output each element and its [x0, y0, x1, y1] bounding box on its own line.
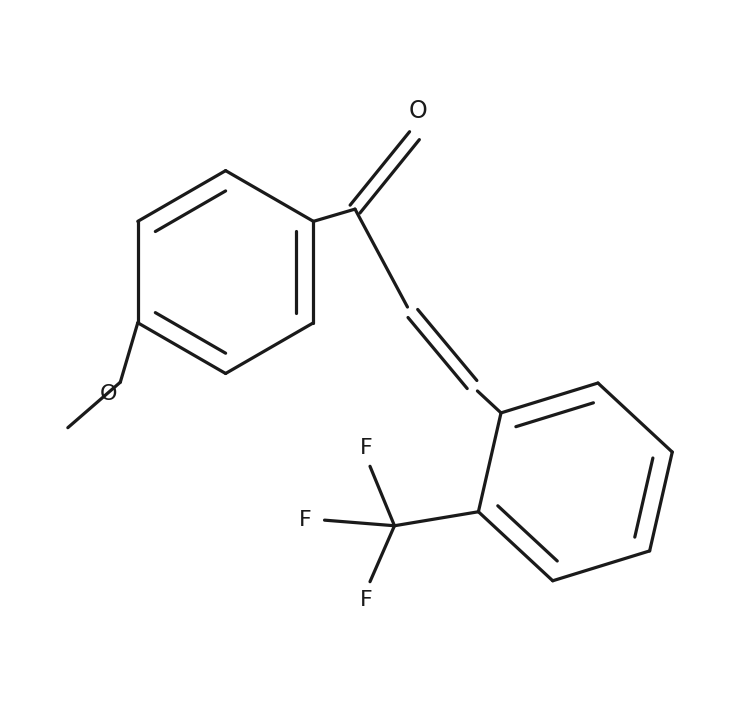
- Text: F: F: [299, 510, 312, 530]
- Text: O: O: [100, 384, 117, 404]
- Text: O: O: [409, 99, 427, 123]
- Text: F: F: [360, 590, 373, 610]
- Text: F: F: [360, 438, 373, 458]
